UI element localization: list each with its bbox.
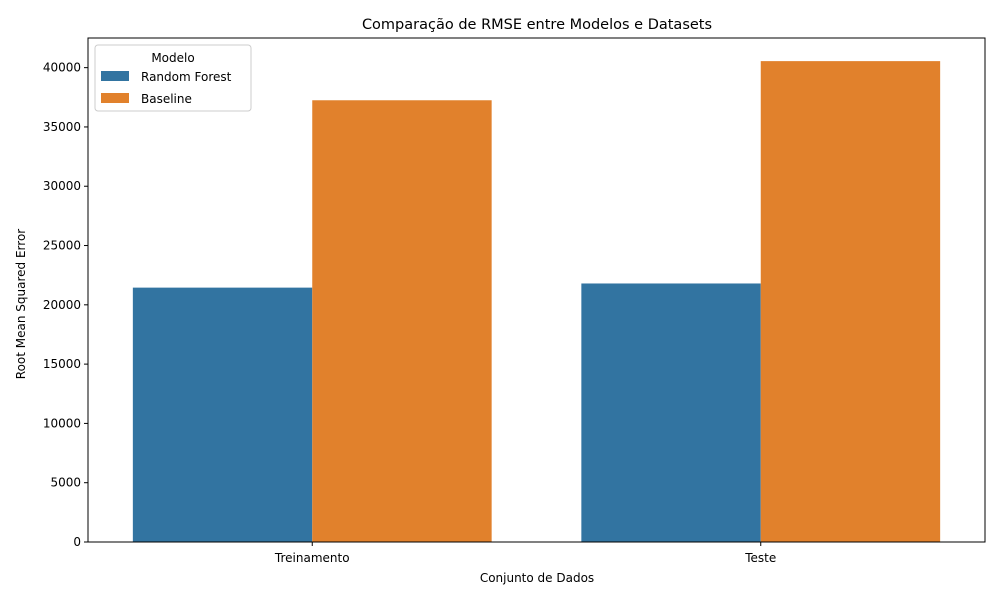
x-tick-label-treinamento: Treinamento: [274, 551, 350, 565]
legend-swatch-baseline: [101, 93, 129, 103]
legend: Modelo Random Forest Baseline: [94, 44, 252, 112]
y-tick-label: 30000: [43, 179, 81, 193]
y-tick-label: 5000: [50, 476, 81, 490]
y-axis: 0 5000 10000 15000 20000 25000 30000 35000 40000: [43, 61, 88, 549]
plot-area: [87, 37, 986, 543]
legend-box: [94, 44, 252, 112]
x-tick-label-teste: Teste: [744, 551, 776, 565]
legend-label-baseline: Baseline: [141, 92, 192, 106]
y-tick-label: 40000: [43, 61, 81, 75]
bar-baseline-teste: [760, 61, 941, 543]
x-axis-label: Conjunto de Dados: [480, 571, 594, 585]
x-axis: Treinamento Teste: [274, 542, 776, 565]
y-axis-label: Root Mean Squared Error: [14, 229, 28, 380]
bar-random-forest-teste: [581, 283, 761, 542]
y-tick-label: 15000: [43, 357, 81, 371]
legend-title: Modelo: [151, 51, 194, 65]
legend-label-random-forest: Random Forest: [141, 70, 232, 84]
bar-baseline-treinamento: [312, 100, 492, 543]
axes-frame: [87, 37, 986, 543]
y-tick-label: 25000: [43, 239, 81, 253]
y-tick-label: 10000: [43, 416, 81, 430]
chart-title: Comparação de RMSE entre Modelos e Datas…: [362, 17, 712, 33]
y-tick-label: 0: [73, 535, 81, 549]
legend-swatch-random-forest: [101, 71, 129, 81]
y-tick-label: 20000: [43, 298, 81, 312]
bar-random-forest-treinamento: [132, 287, 313, 542]
y-tick-label: 35000: [43, 120, 81, 134]
